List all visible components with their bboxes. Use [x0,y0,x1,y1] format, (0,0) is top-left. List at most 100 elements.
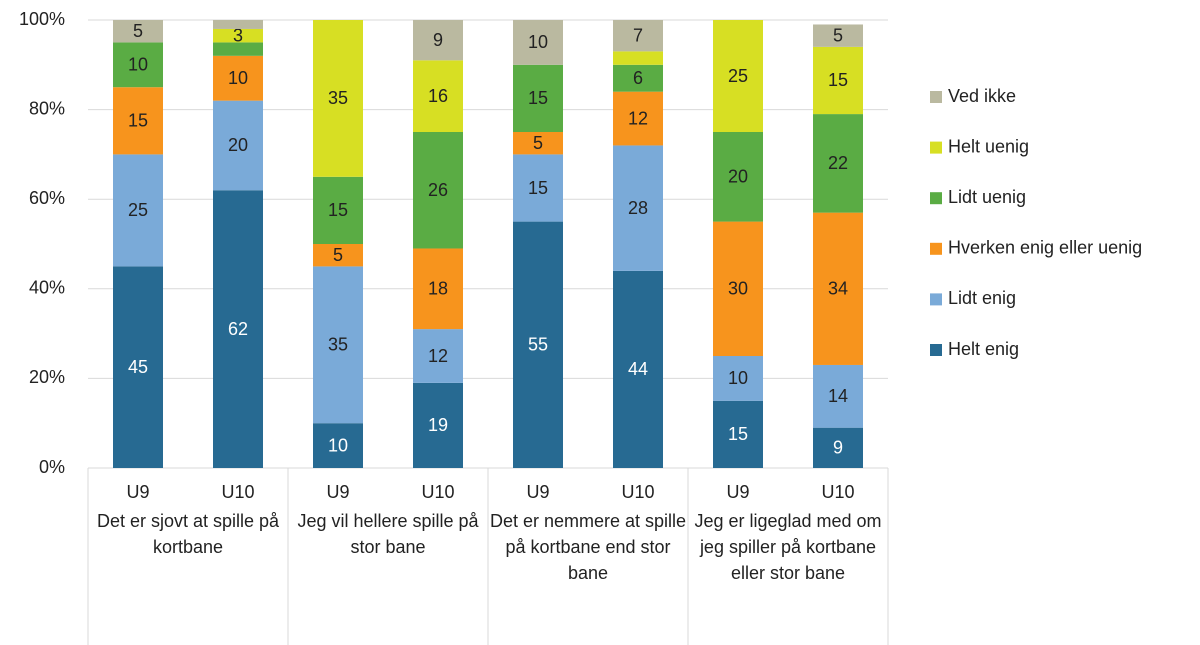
bar-segment [713,400,763,468]
legend-swatch [930,344,942,356]
bar-segment [513,132,563,155]
x-tick-label: U9 [526,482,549,502]
data-label: 10 [728,368,748,388]
bar-segment [213,20,263,29]
data-label: 28 [628,198,648,218]
data-label: 55 [528,335,548,355]
data-label: 35 [328,88,348,108]
data-label: 5 [833,25,843,45]
data-label: 10 [328,435,348,455]
bar-segment [313,244,363,267]
bar-segment [813,114,863,213]
group-label: Jeg vil hellere spille på stor bane [297,511,479,557]
bar-segment [513,154,563,222]
data-label: 6 [633,68,643,88]
bar-segment [213,55,263,101]
bar-segment [613,270,663,468]
data-label: 25 [728,66,748,86]
legend-label: Hverken enig eller uenig [948,238,1142,258]
data-label: 3 [233,25,243,45]
x-tick-label: U10 [821,482,854,502]
data-label: 35 [328,335,348,355]
data-label: 62 [228,319,248,339]
bar-segment [413,60,463,132]
data-label: 5 [133,21,143,41]
bar-segment [313,176,363,244]
bar-segment [813,24,863,47]
bar-segment [513,20,563,65]
bar-segment [313,423,363,468]
bar-segment [813,46,863,115]
data-label: 15 [728,424,748,444]
legend-label: Ved ikke [948,86,1016,106]
bar-segment [113,266,163,468]
y-tick-label: 40% [29,278,65,298]
data-label: 34 [828,279,848,299]
data-label: 15 [828,70,848,90]
data-label: 16 [428,86,448,106]
data-label: 45 [128,357,148,377]
data-label: 5 [333,245,343,265]
data-label: 12 [428,346,448,366]
data-label: 9 [433,30,443,50]
bar-segment [313,20,363,177]
bar-segment [213,28,263,43]
data-label: 30 [728,279,748,299]
legend-swatch [930,293,942,306]
bar-segment [513,221,563,468]
bar-segment [113,154,163,267]
bar-segment [113,87,163,155]
data-label: 22 [828,153,848,173]
data-label: 7 [633,25,643,45]
data-label: 5 [533,133,543,153]
bar-segment [413,248,463,330]
data-label: 15 [528,178,548,198]
bar-segment [613,51,663,65]
bar-segment [413,329,463,383]
group-label: Det er sjovt at spille på kortbane [96,511,280,557]
data-label: 26 [428,180,448,200]
x-tick-label: U10 [621,482,654,502]
bar-segment [213,190,263,469]
data-label: 18 [428,279,448,299]
x-tick-label: U9 [726,482,749,502]
bar-segment [713,221,763,356]
group-label: Jeg er ligeglad med om jeg spiller på ko… [694,511,882,583]
y-tick-label: 60% [29,188,65,208]
bar-segment [213,42,263,56]
data-label: 15 [528,88,548,108]
x-tick-label: U9 [126,482,149,502]
x-tick-label: U10 [221,482,254,502]
bar-segment [613,64,663,92]
bar-segment [113,20,163,43]
bar-segment [613,20,663,52]
data-label: 15 [128,111,148,131]
x-tick-label: U9 [326,482,349,502]
legend-swatch [930,91,942,103]
bar-segment [413,20,463,61]
legend-label: Helt uenig [948,136,1029,156]
y-tick-label: 80% [29,98,65,118]
bar-segment [513,64,563,132]
bar-segment [413,382,463,468]
data-label: 9 [833,438,843,458]
bar-segment [213,100,263,191]
bar-segment [613,145,663,271]
data-label: 10 [528,32,548,52]
bar-segment [713,20,763,132]
legend-label: Lidt uenig [948,187,1026,207]
data-label: 25 [128,200,148,220]
group-label: Det er nemmere at spille på kortbane end… [489,511,687,583]
y-tick-label: 20% [29,367,65,387]
legend-swatch [930,192,942,205]
legend-swatch [930,242,942,255]
legend-swatch [930,141,942,154]
x-tick-label: U10 [421,482,454,502]
legend-label: Helt enig [948,339,1019,359]
bar-segment [113,42,163,88]
bar-segment [413,132,463,249]
y-tick-label: 100% [19,9,65,29]
bar-segment [813,364,863,428]
